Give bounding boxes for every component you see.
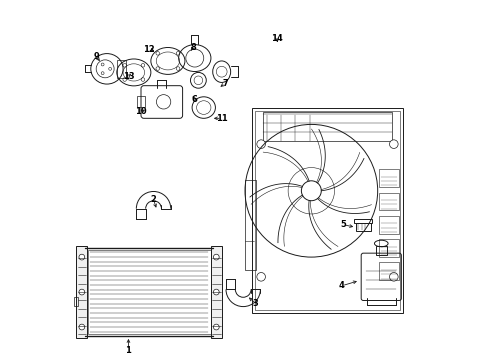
Bar bbox=[88, 250, 211, 334]
Circle shape bbox=[79, 324, 85, 330]
Text: 5: 5 bbox=[341, 220, 346, 229]
Bar bbox=[379, 239, 399, 257]
Bar bbox=[245, 180, 256, 270]
Bar bbox=[252, 108, 403, 313]
Bar bbox=[255, 111, 400, 310]
Text: 8: 8 bbox=[190, 43, 196, 52]
Bar bbox=[85, 248, 213, 336]
Bar bbox=[379, 216, 399, 234]
Text: 1: 1 bbox=[125, 346, 131, 355]
Text: 13: 13 bbox=[122, 72, 134, 81]
Bar bbox=[356, 223, 370, 231]
Text: 9: 9 bbox=[93, 52, 99, 61]
Circle shape bbox=[257, 273, 266, 281]
Circle shape bbox=[214, 254, 219, 260]
Circle shape bbox=[214, 289, 219, 295]
Circle shape bbox=[214, 324, 219, 330]
Text: 3: 3 bbox=[253, 299, 259, 308]
Bar bbox=[354, 219, 372, 223]
Text: 14: 14 bbox=[271, 34, 283, 43]
Bar bbox=[76, 246, 87, 338]
Bar bbox=[117, 60, 126, 78]
Bar bbox=[379, 193, 399, 211]
Circle shape bbox=[257, 140, 266, 148]
Text: 10: 10 bbox=[135, 107, 147, 116]
Bar bbox=[211, 246, 221, 338]
Text: 12: 12 bbox=[143, 45, 155, 54]
Bar bbox=[376, 246, 387, 255]
Circle shape bbox=[79, 254, 85, 260]
Text: 4: 4 bbox=[339, 281, 345, 290]
Text: 11: 11 bbox=[216, 114, 227, 123]
Circle shape bbox=[390, 273, 398, 281]
Text: 7: 7 bbox=[222, 79, 228, 88]
Bar bbox=[74, 297, 78, 306]
Bar bbox=[263, 112, 392, 140]
Bar bbox=[379, 262, 399, 280]
Bar bbox=[379, 169, 399, 187]
Bar bbox=[137, 96, 145, 107]
Circle shape bbox=[390, 140, 398, 148]
Text: 6: 6 bbox=[192, 95, 198, 104]
Text: 2: 2 bbox=[150, 195, 156, 204]
Circle shape bbox=[79, 289, 85, 295]
